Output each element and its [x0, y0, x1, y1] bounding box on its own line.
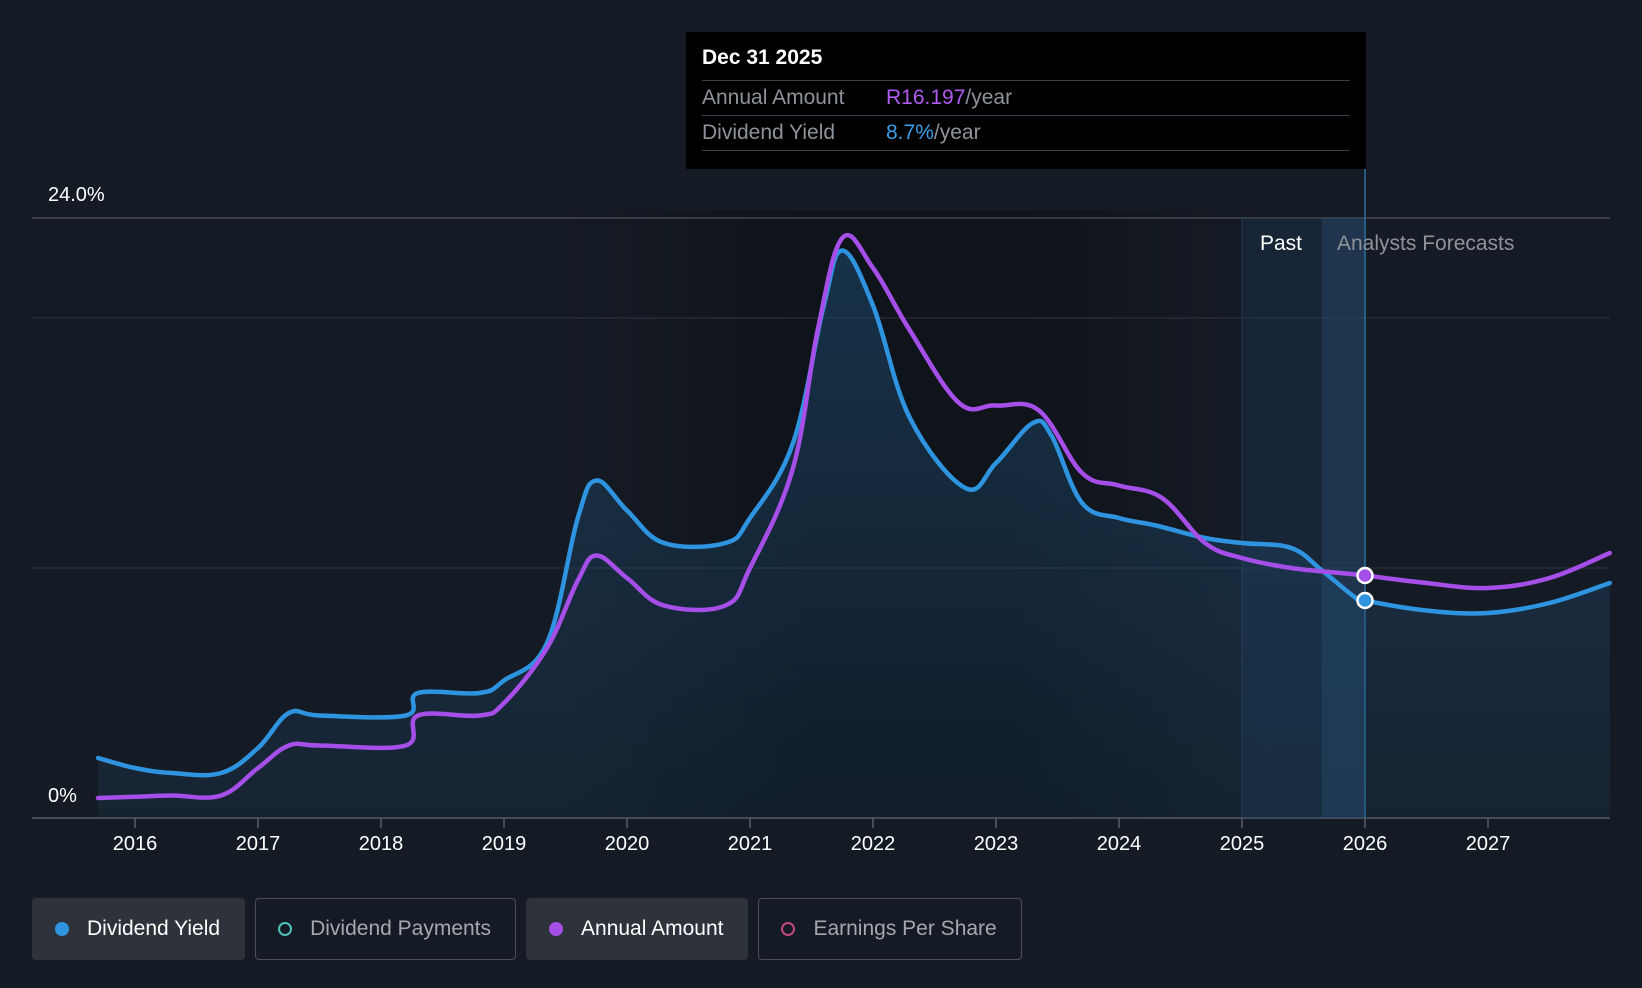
x-tick-label: 2023	[974, 833, 1019, 855]
tooltip-row-dividend-yield: Dividend Yield 8.7% /year	[702, 116, 1350, 151]
past-label: Past	[1260, 232, 1302, 255]
legend-earnings-per-share-button[interactable]: Earnings Per Share	[758, 898, 1022, 960]
x-tick-label: 2027	[1466, 833, 1511, 855]
legend-dividend-payments-button[interactable]: Dividend Payments	[255, 898, 517, 960]
tooltip-unit: /year	[933, 121, 981, 144]
x-tick-label: 2017	[236, 833, 281, 855]
dividend-payments-ring-icon	[278, 922, 293, 936]
y-axis-top-label: 24.0%	[48, 184, 105, 206]
tooltip-row-annual-amount: Annual Amount R16.197 /year	[702, 81, 1350, 116]
chart-legend: Dividend Yield Dividend Payments Annual …	[32, 898, 1022, 960]
x-tick-label: 2022	[851, 833, 896, 855]
tooltip-value: 8.7%	[886, 121, 934, 144]
tooltip-date: Dec 31 2025	[702, 46, 1350, 81]
x-tick-label: 2016	[113, 833, 158, 855]
hover-tooltip: Dec 31 2025 Annual Amount R16.197 /year …	[686, 32, 1366, 169]
highlight-point-annual-amount	[1356, 566, 1374, 585]
x-tick-label: 2024	[1097, 833, 1142, 855]
legend-label: Dividend Yield	[87, 917, 221, 940]
y-axis-bottom-label: 0%	[48, 785, 77, 807]
tooltip-label: Dividend Yield	[702, 121, 836, 144]
earnings-per-share-ring-icon	[781, 922, 796, 936]
x-tick-label: 2025	[1220, 833, 1265, 855]
legend-dividend-yield-button[interactable]: Dividend Yield	[32, 898, 246, 960]
tooltip-label: Annual Amount	[702, 86, 845, 109]
x-tick-label: 2020	[605, 833, 650, 855]
x-axis-ticks: 2016 2017 2018 2019 2020 2021 2022 2023 2024 2025…	[113, 818, 1511, 855]
yield-area-fill	[98, 250, 1610, 818]
tooltip-unit: /year	[965, 86, 1013, 109]
series-line-annual-amount	[95, 233, 1613, 801]
tooltip-value: R16.197	[886, 86, 966, 109]
x-tick-label: 2026	[1343, 833, 1388, 855]
legend-label: Dividend Payments	[310, 917, 492, 940]
x-tick-label: 2021	[728, 833, 773, 855]
legend-annual-amount-button[interactable]: Annual Amount	[526, 898, 749, 960]
x-tick-label: 2018	[359, 833, 404, 855]
forecast-label: Analysts Forecasts	[1337, 232, 1514, 255]
legend-label: Earnings Per Share	[813, 917, 997, 940]
annual-amount-dot-icon	[549, 922, 564, 936]
legend-label: Annual Amount	[581, 917, 724, 940]
x-tick-label: 2019	[482, 833, 527, 855]
highlight-point-dividend-yield	[1356, 591, 1374, 610]
highlight-markers	[1356, 566, 1374, 610]
dividend-yield-dot-icon	[55, 922, 69, 936]
series-lines	[95, 233, 1613, 801]
